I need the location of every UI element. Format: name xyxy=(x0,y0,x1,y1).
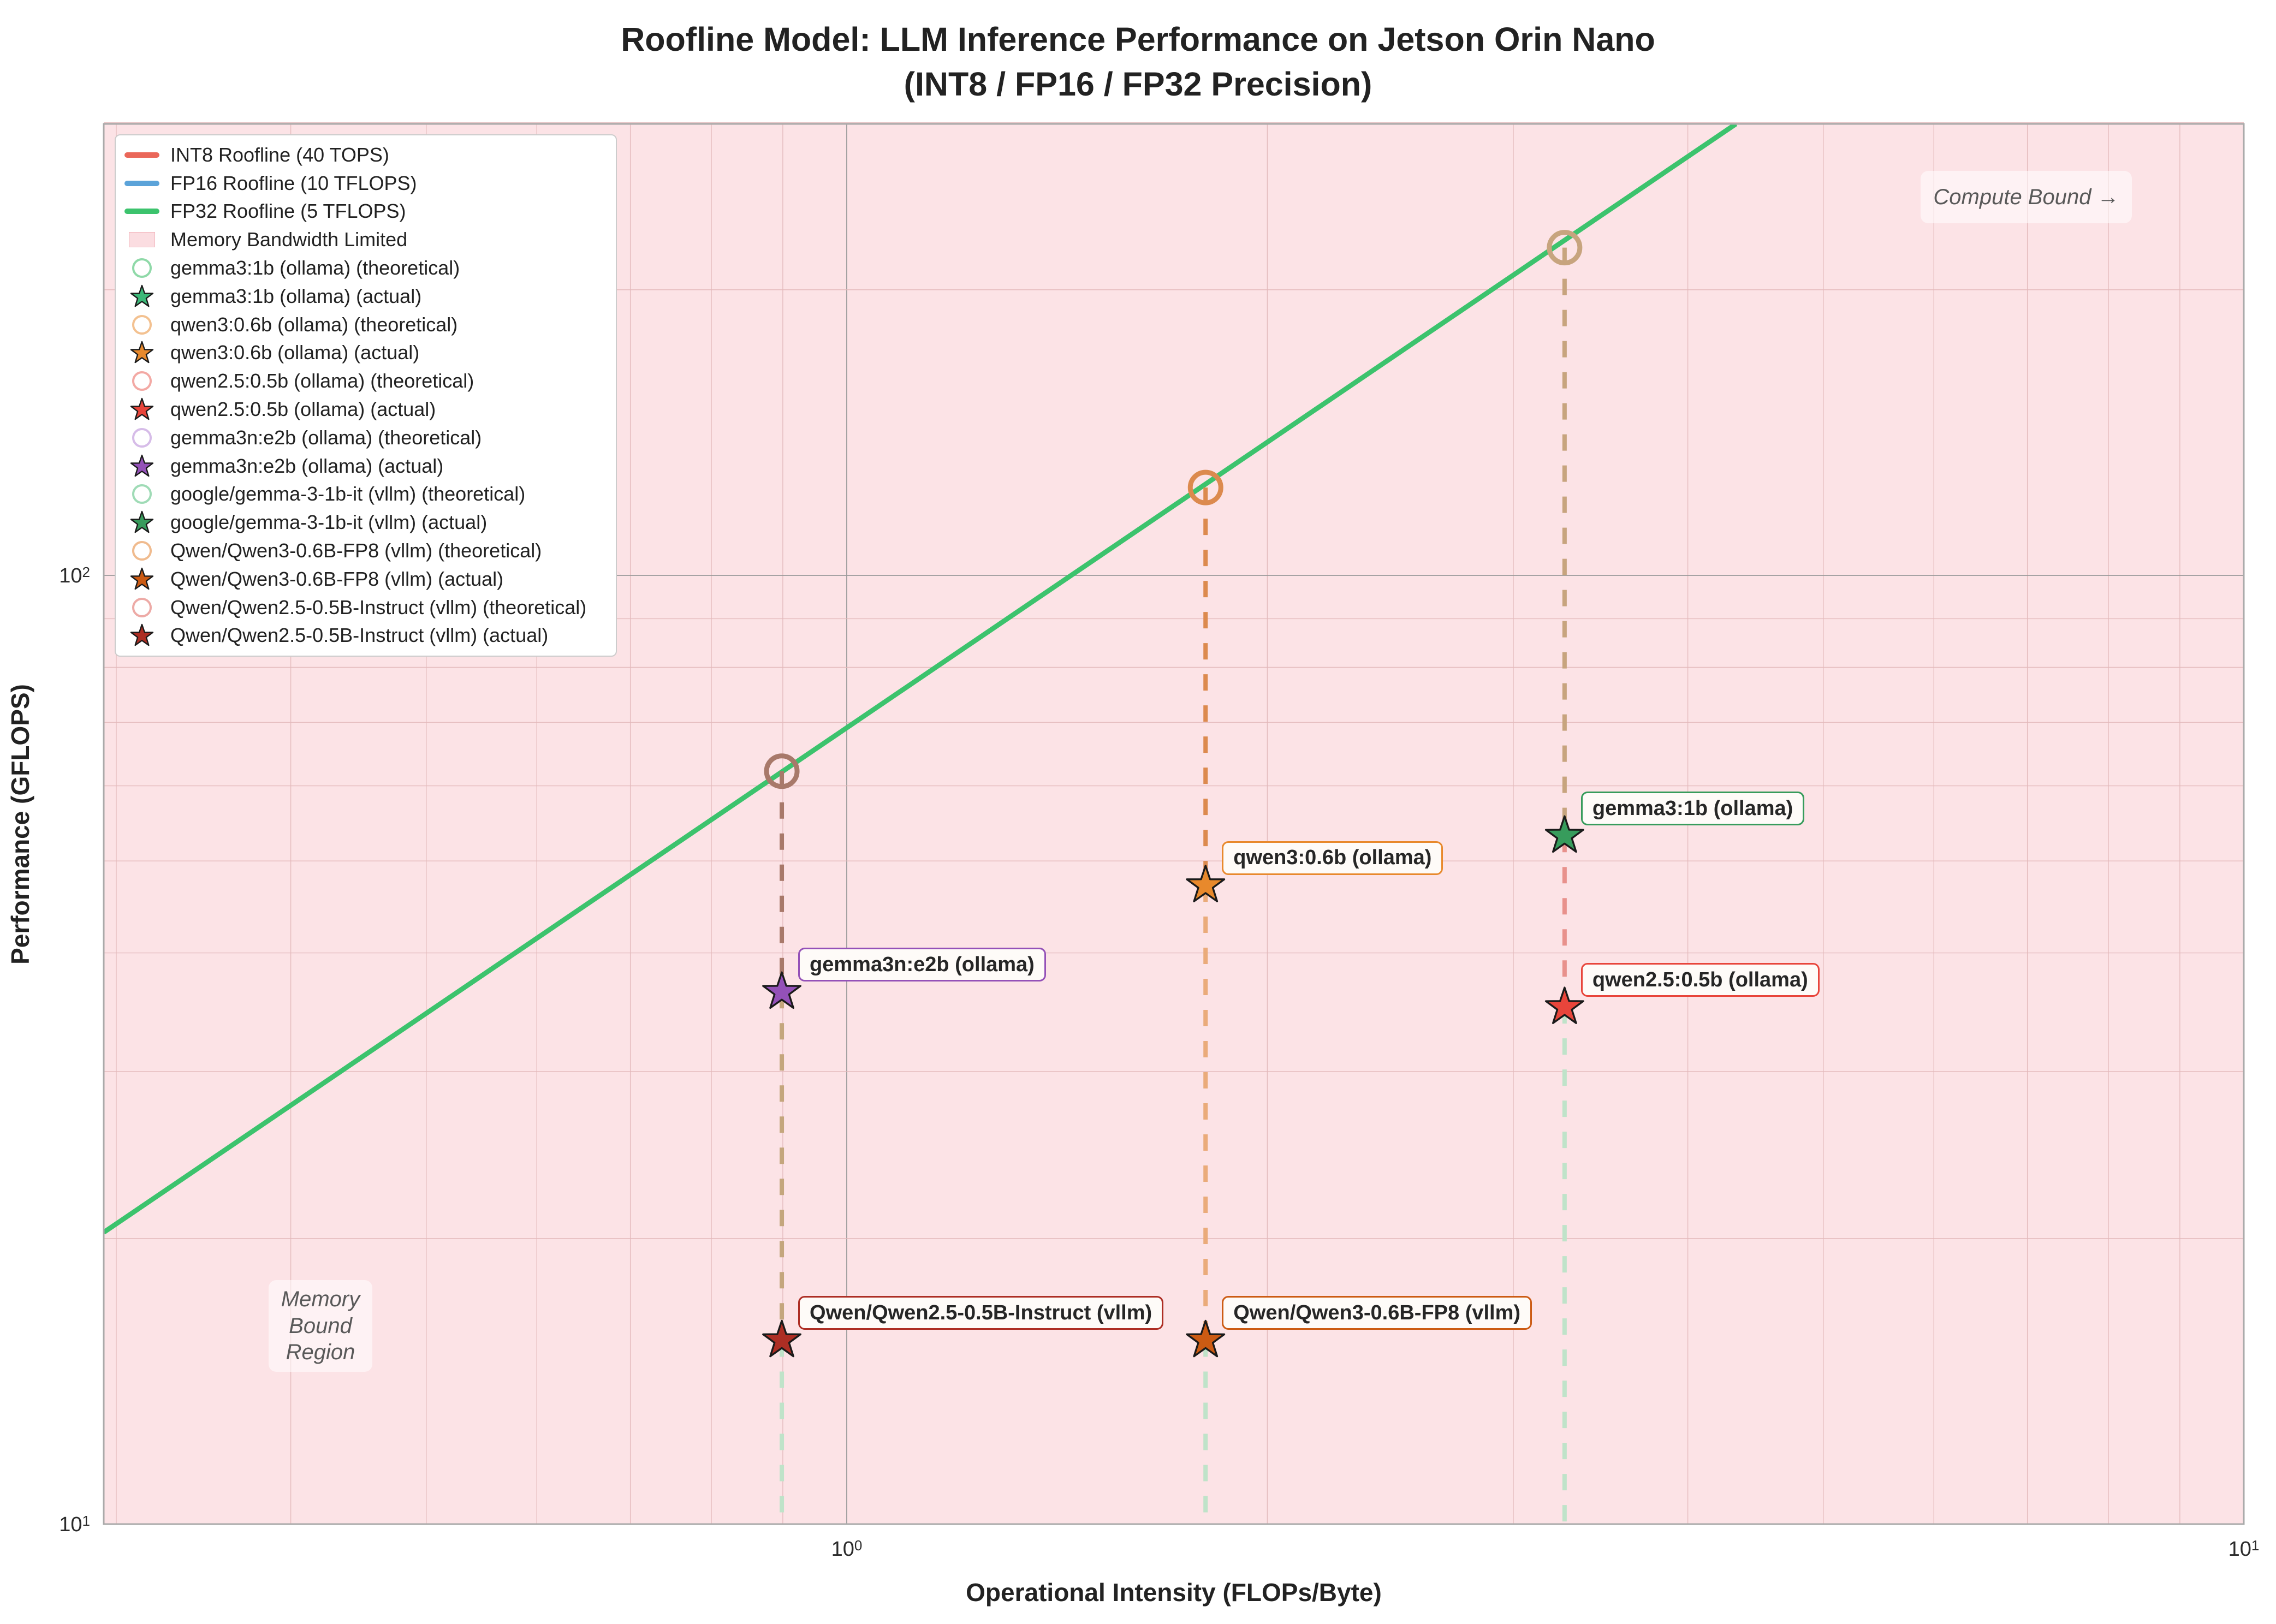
svg-text:101: 101 xyxy=(59,1513,90,1536)
svg-text:100: 100 xyxy=(831,1537,863,1561)
svg-text:101: 101 xyxy=(2229,1537,2260,1561)
svg-text:102: 102 xyxy=(59,564,90,587)
